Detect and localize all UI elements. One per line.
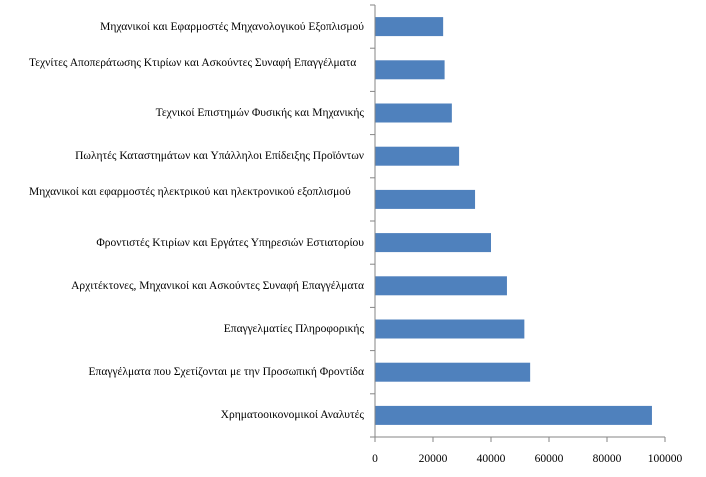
- category-label: Μηχανικοί και Εφαρμοστές Μηχανολογικού Ε…: [100, 20, 364, 33]
- bar: [375, 233, 491, 253]
- category-label: Πωλητές Καταστημάτων και Υπάλληλοι Επίδε…: [75, 150, 364, 163]
- category-label: Μηχανικοί και εφαρμοστές ηλεκτρικού και …: [29, 186, 351, 199]
- bar: [375, 319, 525, 339]
- category-label: Φροντιστές Κτιρίων και Εργάτες Υπηρεσιών…: [96, 236, 364, 249]
- category-label: Χρηματοοικονομικοί Αναλυτές: [220, 409, 364, 422]
- x-tick-label: 0: [372, 453, 378, 465]
- x-tick-label: 80000: [593, 453, 622, 465]
- x-tick-label: 100000: [648, 453, 683, 465]
- bars-group: [375, 17, 652, 425]
- bar: [375, 405, 652, 425]
- x-tick-marks: 0 20000 40000 60000 80000 100000: [372, 437, 683, 465]
- bar: [375, 60, 445, 80]
- bar: [375, 189, 476, 209]
- category-label: Τεχνικοί Επιστημών Φυσικής και Μηχανικής: [155, 107, 364, 119]
- x-tick-label: 60000: [535, 453, 564, 465]
- bar: [375, 103, 452, 123]
- y-tick-marks: [370, 4, 375, 438]
- bar: [375, 17, 444, 37]
- category-label: Επαγγελματίες Πληροφορικής: [223, 323, 364, 335]
- category-label: Αρχιτέκτονες, Μηχανικοί και Ασκούντες Συ…: [71, 279, 364, 292]
- category-label: Επαγγέλματα που Σχετίζονται με την Προσω…: [88, 366, 364, 379]
- category-label: Τεχνίτες Αποπεράτωσης Κτιρίων και Ασκούν…: [29, 56, 357, 69]
- bar: [375, 276, 507, 296]
- x-tick-label: 20000: [419, 453, 448, 465]
- x-tick-label: 40000: [477, 453, 506, 465]
- bar: [375, 362, 531, 382]
- bar: [375, 146, 460, 166]
